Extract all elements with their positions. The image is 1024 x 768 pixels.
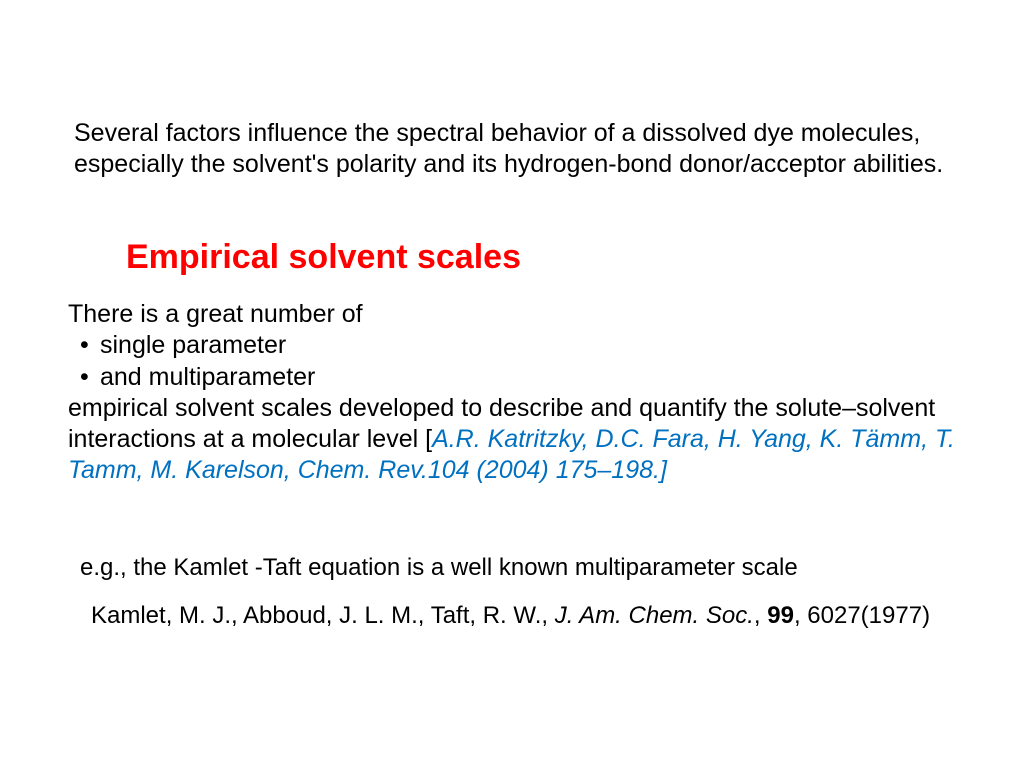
intro-paragraph: Several factors influence the spectral b… (74, 118, 954, 181)
ref-authors: Kamlet, M. J., Abboud, J. L. M., Taft, R… (91, 602, 555, 629)
bullet-icon: • (68, 362, 100, 393)
reference-line: Kamlet, M. J., Abboud, J. L. M., Taft, R… (91, 600, 961, 631)
bullet-text: single parameter (100, 330, 286, 361)
ref-tail: , 6027(1977) (794, 602, 930, 629)
bullet-item-2: • and multiparameter (68, 362, 968, 393)
body-lead: There is a great number of (68, 299, 968, 330)
slide-heading: Empirical solvent scales (126, 238, 521, 277)
example-line: e.g., the Kamlet -Taft equation is a wel… (80, 554, 960, 582)
body-block: There is a great number of • single para… (68, 299, 968, 487)
body-trail: empirical solvent scales developed to de… (68, 393, 968, 487)
bullet-item-1: • single parameter (68, 330, 968, 361)
slide: Several factors influence the spectral b… (0, 0, 1024, 768)
ref-journal: J. Am. Chem. Soc. (555, 602, 754, 629)
bullet-icon: • (68, 330, 100, 361)
ref-sep: , (754, 602, 767, 629)
bullet-text: and multiparameter (100, 362, 315, 393)
ref-volume: 99 (767, 602, 794, 629)
